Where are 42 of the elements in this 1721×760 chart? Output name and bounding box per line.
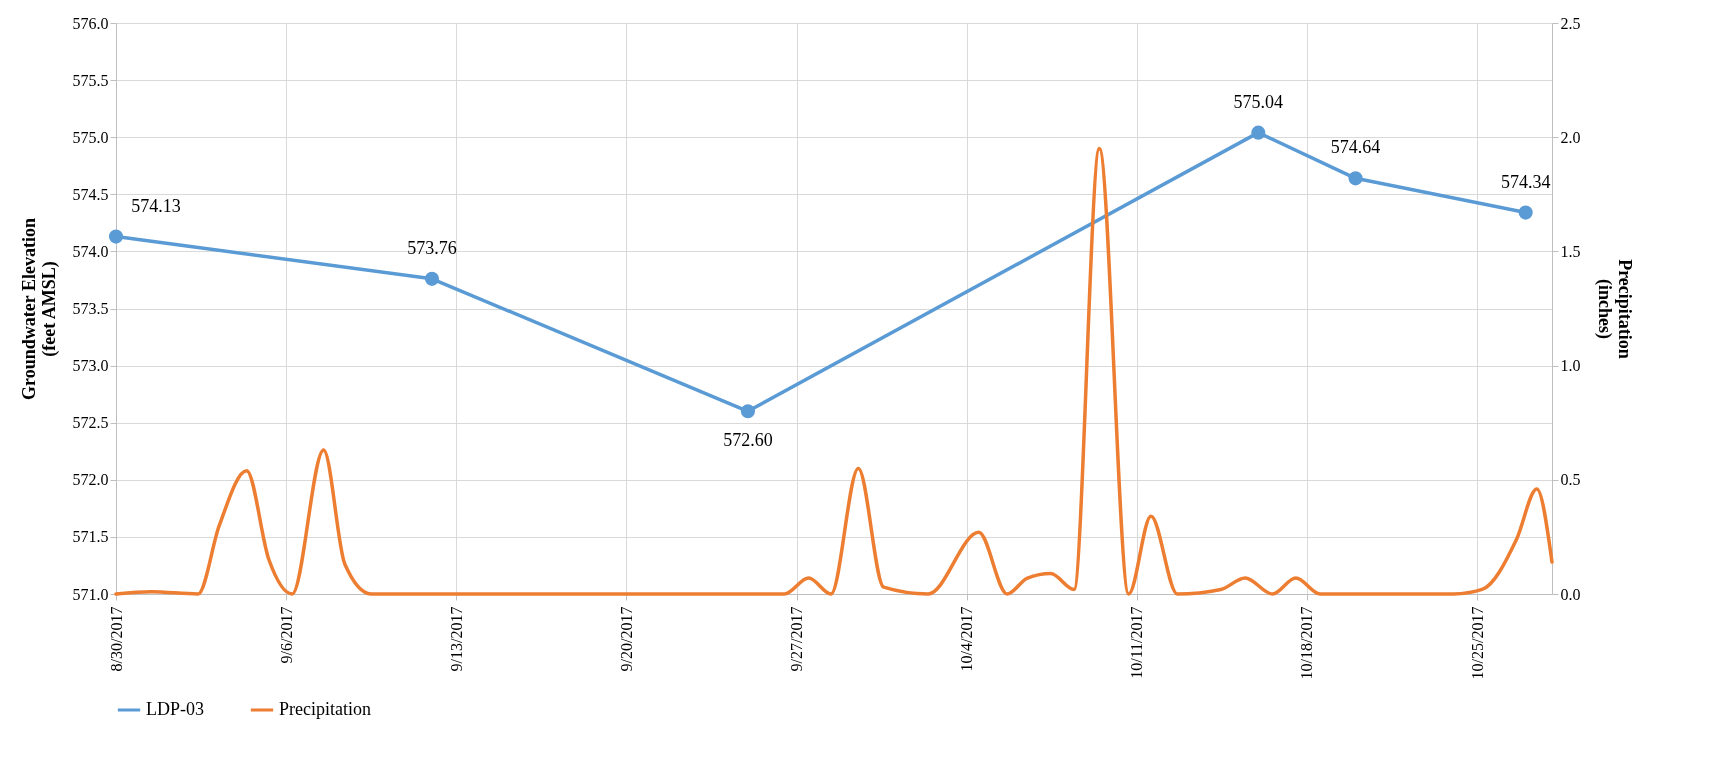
point xyxy=(1518,205,1533,220)
x-tick-label: 9/20/2017 xyxy=(617,606,635,672)
data-label: 574.13 xyxy=(131,195,181,216)
y-tick-label: 572.5 xyxy=(72,414,109,432)
point xyxy=(424,271,440,286)
y-tick-label: 575.0 xyxy=(72,128,109,146)
x-tick-label: 10/4/2017 xyxy=(958,606,976,672)
x-tick-label: 9/13/2017 xyxy=(447,606,465,672)
y2-tick-label: 2.0 xyxy=(1560,128,1581,146)
y2-tick-label: 2.5 xyxy=(1560,14,1581,32)
point xyxy=(1251,125,1266,140)
point xyxy=(108,229,124,244)
legend-label: Precipitation xyxy=(279,699,371,719)
data-label: 572.60 xyxy=(723,430,773,451)
x-tick-label: 10/11/2017 xyxy=(1128,606,1146,679)
y-tick-label: 574.5 xyxy=(72,185,109,203)
x-tick-label: 9/6/2017 xyxy=(277,606,295,664)
data-label: 575.04 xyxy=(1233,91,1284,112)
x-tick-label: 10/25/2017 xyxy=(1468,606,1486,680)
x-tick-label: 8/30/2017 xyxy=(107,606,125,672)
x-tick-label: 10/18/2017 xyxy=(1298,606,1316,680)
y-tick-label: 571.5 xyxy=(72,528,109,546)
y-tick-label: 574.0 xyxy=(72,242,109,260)
y2-tick-label: 1.5 xyxy=(1560,242,1581,260)
legend-label: LDP-03 xyxy=(146,699,204,719)
y2-tick-label: 0.5 xyxy=(1560,471,1581,489)
y-tick-label: 572.0 xyxy=(72,471,109,489)
y-tick-label: 573.5 xyxy=(72,300,109,317)
y2-tick-label: 1.0 xyxy=(1560,357,1581,375)
y-tick-label: 575.5 xyxy=(72,71,109,89)
y-tick-label: 571.0 xyxy=(72,585,109,603)
data-label: 573.76 xyxy=(407,237,457,258)
point xyxy=(1348,171,1363,186)
y2-axis-title: Precipitation (inches) xyxy=(1593,259,1635,359)
point xyxy=(740,404,755,419)
data-label: 574.34 xyxy=(1500,171,1551,192)
y-tick-label: 573.0 xyxy=(72,357,109,375)
data-label: 574.64 xyxy=(1330,137,1381,158)
y2-tick-label: 0.0 xyxy=(1560,585,1581,603)
x-tick-label: 9/27/2017 xyxy=(788,606,806,672)
y-tick-label: 576.0 xyxy=(72,14,109,32)
y-axis-title: Groundwater Elevation (feet AMSL) xyxy=(18,218,60,400)
